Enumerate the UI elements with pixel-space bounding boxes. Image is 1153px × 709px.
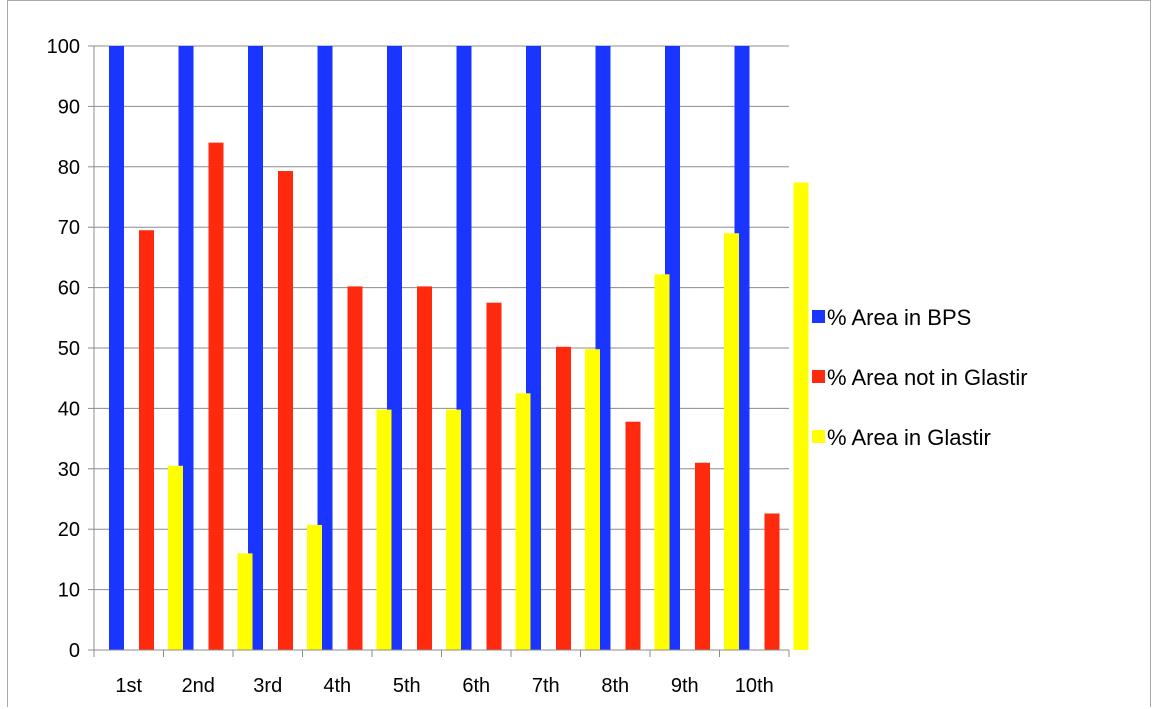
y-axis-tick-labels: 0 10 20 30 40 50 60 70 80 90 100	[47, 36, 80, 662]
bar	[168, 465, 183, 650]
bar	[417, 286, 432, 650]
axes	[88, 45, 790, 657]
legend-swatch	[812, 370, 825, 383]
gridlines	[94, 45, 789, 591]
bar	[625, 421, 641, 650]
bars	[109, 46, 809, 651]
y-tick-label: 100	[47, 36, 80, 58]
bar	[446, 409, 461, 650]
bar	[376, 409, 392, 650]
y-tick-label: 70	[58, 217, 80, 239]
y-tick-label: 30	[58, 459, 80, 481]
x-tick-label: 1st	[115, 675, 142, 697]
bar	[347, 286, 363, 650]
x-tick-label: 9th	[671, 675, 699, 697]
bar	[515, 393, 531, 650]
y-tick-label: 20	[58, 519, 80, 541]
legend-swatch	[812, 310, 825, 323]
x-tick-label: 4th	[323, 675, 351, 697]
bar	[109, 46, 124, 650]
bar	[764, 513, 780, 650]
x-tick-label: 6th	[462, 675, 490, 697]
bar	[585, 349, 600, 650]
x-tick-label: 7th	[532, 675, 560, 697]
y-tick-label: 80	[58, 157, 80, 179]
legend-swatch	[812, 430, 825, 443]
bar	[278, 171, 293, 650]
x-tick-label: 2nd	[182, 675, 215, 697]
bar	[317, 46, 333, 650]
bar	[793, 182, 809, 650]
bar	[237, 553, 253, 650]
bar	[208, 142, 224, 650]
y-tick-label: 40	[58, 398, 80, 420]
legend-label: % Area in BPS	[827, 305, 971, 330]
bar	[654, 274, 670, 650]
y-tick-label: 0	[69, 640, 80, 662]
x-tick-label: 5th	[393, 675, 421, 697]
y-tick-label: 90	[58, 96, 80, 118]
x-tick-label: 3rd	[253, 675, 282, 697]
y-tick-label: 10	[58, 580, 80, 602]
bar	[307, 524, 322, 650]
bar	[248, 46, 263, 650]
bar	[724, 233, 739, 651]
bar	[695, 462, 710, 650]
y-tick-label: 50	[58, 338, 80, 360]
bar	[139, 230, 154, 650]
legend: % Area in BPS % Area not in Glastir % Area…	[812, 305, 1028, 450]
x-tick-label: 8th	[601, 675, 629, 697]
legend-label: % Area not in Glastir	[827, 365, 1028, 390]
x-tick-label: 10th	[735, 675, 774, 697]
bar	[486, 302, 502, 650]
legend-label: % Area in Glastir	[827, 425, 991, 450]
x-axis-tick-labels: 1st 2nd 3rd 4th 5th 6th 7th 8th 9th 10th	[115, 675, 773, 697]
y-tick-label: 60	[58, 278, 80, 300]
bar	[556, 346, 571, 650]
